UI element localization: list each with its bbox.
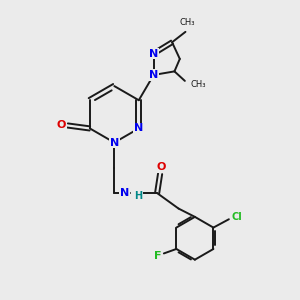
Text: N: N	[110, 138, 119, 148]
Text: O: O	[56, 121, 66, 130]
Text: CH₃: CH₃	[190, 80, 206, 89]
Text: CH₃: CH₃	[179, 17, 195, 26]
Text: N: N	[120, 188, 129, 198]
Text: N: N	[134, 124, 143, 134]
Text: N: N	[149, 70, 158, 80]
Text: N: N	[149, 49, 158, 58]
Text: H: H	[134, 191, 142, 201]
Text: Cl: Cl	[232, 212, 243, 222]
Text: O: O	[157, 162, 166, 172]
Text: F: F	[154, 251, 161, 261]
